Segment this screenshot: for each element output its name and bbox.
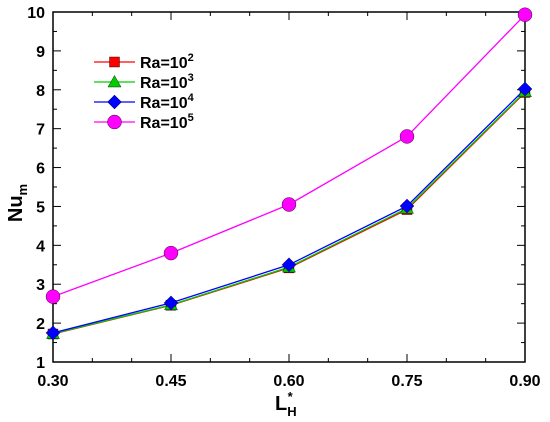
legend-label-base: Ra=10 (140, 115, 188, 132)
data-point-circle (399, 129, 415, 144)
legend-label-exponent: 4 (188, 92, 195, 104)
legend-label: Ra=102 (140, 52, 194, 72)
y-tick-label: 6 (36, 161, 45, 178)
legend-marker-square (109, 56, 120, 68)
y-tick-label: 8 (36, 83, 45, 100)
x-tick-label: 0.90 (509, 373, 540, 390)
y-tick-label: 2 (36, 316, 45, 333)
series-line-1 (52, 92, 526, 335)
y-tick-label: 9 (36, 44, 45, 61)
data-point-diamond (399, 198, 415, 214)
y-tick-label: 3 (36, 277, 45, 294)
y-tick-label: 7 (36, 122, 45, 139)
x-tick-label: 0.60 (273, 373, 304, 390)
legend-label-exponent: 5 (188, 112, 194, 124)
data-point-circle (281, 197, 297, 212)
x-tick-label: 0.45 (155, 373, 186, 390)
plot-frame (52, 11, 526, 363)
legend-marker-circle (107, 114, 122, 130)
legend-marker-diamond (107, 94, 122, 110)
legend-label: Ra=105 (140, 112, 194, 132)
data-point-circle (517, 7, 533, 22)
legend-label-exponent: 2 (188, 52, 194, 64)
data-point-diamond (163, 295, 179, 311)
data-point-circle (163, 245, 179, 261)
data-point-diamond (281, 257, 297, 273)
x-axis-title-sup: * (288, 389, 294, 404)
x-tick-label: 0.75 (391, 373, 422, 390)
legend-label: Ra=103 (140, 72, 194, 92)
x-axis-title: LH* (275, 389, 297, 419)
data-point-circle (45, 289, 61, 304)
legend-label-base: Ra=10 (140, 95, 188, 112)
series-line-2 (52, 91, 526, 335)
series-line-4 (52, 14, 526, 298)
legend-label: Ra=104 (140, 92, 195, 112)
x-axis-title-sub: H (287, 404, 296, 419)
data-point-diamond (517, 81, 533, 97)
legend-marker-triangle (107, 75, 122, 88)
x-tick-label: 0.30 (37, 373, 68, 390)
y-tick-label: 4 (36, 238, 45, 255)
legend-label-exponent: 3 (188, 72, 194, 84)
y-axis-title-sub: m (15, 184, 30, 196)
y-tick-label: 10 (27, 5, 45, 22)
x-axis-title-main: L (275, 393, 287, 415)
y-tick-label: 1 (36, 355, 45, 372)
y-tick-label: 5 (36, 199, 45, 216)
data-point-diamond (45, 325, 61, 341)
legend-label-base: Ra=10 (140, 55, 188, 72)
y-axis-title: Num (5, 184, 30, 222)
y-axis-title-main: Nu (5, 195, 27, 222)
legend-label-base: Ra=10 (140, 75, 188, 92)
